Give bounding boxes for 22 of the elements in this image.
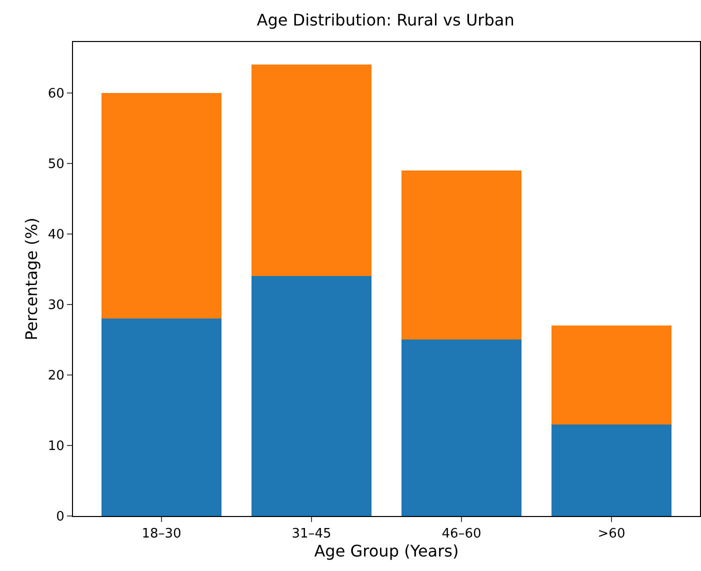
bar bbox=[402, 340, 522, 516]
bar bbox=[252, 276, 372, 516]
y-tick-label: 30 bbox=[48, 298, 64, 313]
y-tick-label: 50 bbox=[48, 156, 64, 172]
bar bbox=[252, 64, 372, 276]
x-axis-title: Age Group (Years) bbox=[314, 542, 459, 561]
x-tick-label: 18–30 bbox=[142, 526, 182, 542]
bar bbox=[102, 318, 222, 516]
x-tick-label: 46–60 bbox=[442, 526, 482, 542]
bar bbox=[552, 326, 672, 424]
y-tick-label: 0 bbox=[56, 510, 64, 525]
y-tick-label: 60 bbox=[48, 86, 64, 102]
x-tick-label: 31–45 bbox=[292, 526, 332, 542]
chart-title: Age Distribution: Rural vs Urban bbox=[256, 10, 514, 30]
x-tick-label: >60 bbox=[598, 526, 626, 542]
bar bbox=[102, 92, 222, 318]
y-tick-label: 40 bbox=[48, 227, 64, 242]
y-axis-title: Percentage (%) bbox=[22, 218, 41, 340]
bar bbox=[402, 170, 522, 340]
bar bbox=[552, 424, 672, 516]
y-tick-label: 10 bbox=[48, 439, 64, 454]
y-tick-label: 20 bbox=[48, 368, 64, 384]
